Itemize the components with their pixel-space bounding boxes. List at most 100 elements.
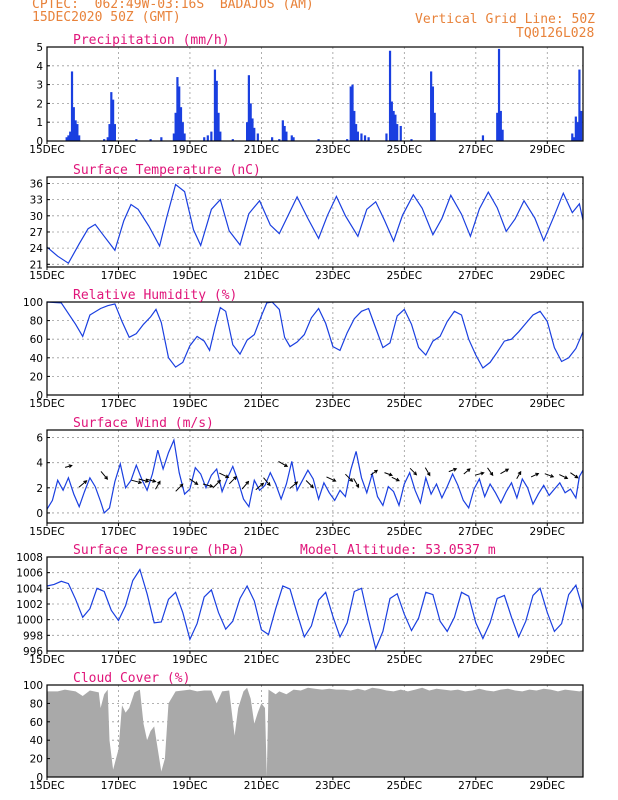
temperature-ytick-label: 24 [30,243,44,255]
temperature-xtick-label: 27DEC [458,270,493,282]
wind-arrow [500,468,510,475]
precip-bar [496,112,499,141]
precipitation-ytick-label: 2 [36,98,43,110]
precip-bar [249,103,252,141]
wind-arrow [487,467,494,477]
temperature-xtick-label: 19DEC [172,270,207,282]
wind-arrow [391,476,400,482]
precip-bar [392,110,395,141]
wind-xtick-label: 19DEC [172,526,207,538]
temperature-line [46,183,584,265]
temperature-ytick-label: 27 [30,227,43,239]
humidity-xtick-label: 27DEC [458,398,493,410]
temperature-panel: 21 24 27 30 33 36 15DEC 17DEC 19DEC 21DEC 23DEC 25D… [29,163,584,282]
precip-bar [179,107,183,141]
precip-bar [113,124,116,141]
wind-arrow [409,467,418,476]
precip-bar [112,99,115,141]
precip-bar [213,69,217,141]
wind-ytick-label: 4 [36,458,43,470]
precip-bar [360,133,363,141]
precip-bar [174,112,177,141]
humidity-xtick-label: 15DEC [29,398,64,410]
precip-bar [231,139,234,141]
wind-arrow [64,464,73,469]
header-model-code: TQ0126L028 [516,26,595,41]
humidity-panel: 0 20 40 60 80 100 15DEC 17DEC 19DEC 21DEC 23DEC 25D… [23,288,584,410]
pressure-panel: 996 998 1000 1002 1004 1006 1008 15DEC 17DEC 19DE… [16,543,584,666]
humidity-title: Relative Humidity (%) [73,288,237,303]
cloud-cover-area [47,687,583,777]
pressure-xtick-label: 17DEC [101,654,136,666]
precip-bar [203,137,206,141]
wind-arrow [278,460,289,467]
temperature-xtick-label: 29DEC [530,270,565,282]
precip-bar [217,112,220,141]
temperature-frame [46,176,584,268]
temperature-xtick-label: 25DEC [387,270,422,282]
precipitation-ytick-label: 5 [36,42,43,54]
cloud-cover-ytick-label: 80 [30,698,43,710]
precip-bar [206,135,209,141]
precipitation-xtick-label: 25DEC [387,144,422,156]
cloud-cover-ytick-label: 100 [23,680,43,692]
temperature-xtick-label: 15DEC [29,270,64,282]
wind-arrow [78,480,88,488]
pressure-xtick-label: 15DEC [29,654,64,666]
precipitation-ytick-label: 3 [36,80,43,92]
wind-xtick-label: 27DEC [458,526,493,538]
pressure-line [46,568,584,651]
wind-arrow [448,467,458,473]
precipitation-xtick-label: 29DEC [530,144,565,156]
pressure-ytick-label: 1000 [16,615,43,627]
precip-bar [215,80,218,141]
cloud-cover-ytick-label: 60 [30,717,43,729]
precipitation-xtick-label: 27DEC [458,144,493,156]
wind-title: Surface Wind (m/s) [73,416,214,431]
precip-bar [354,124,358,141]
wind-xtick-label: 25DEC [387,526,422,538]
precipitation-title: Precipitation (mm/h) [73,33,230,48]
temperature-xtick-label: 17DEC [101,270,136,282]
header-station: CPTEC: 062:49W-03:16S BADAJOS (AM) [32,0,314,12]
pressure-ytick-label: 1004 [16,583,43,595]
temperature-ytick-label: 21 [30,259,43,271]
wind-arrow [463,468,471,475]
precipitation-ytick-label: 1 [36,117,43,129]
header-grid-note: Vertical Grid Line: 50Z [415,12,596,27]
precip-bar [351,84,354,141]
precip-bar [108,124,111,141]
precip-bar [290,135,293,141]
wind-arrow [353,478,360,489]
precip-bar [580,110,583,141]
pressure-annotation: Model Altitude: 53.0537 m [300,543,496,558]
precip-bar [246,122,249,141]
precip-bar [367,137,370,141]
cloud-cover-xtick-label: 27DEC [458,780,493,792]
wind-arrow [305,480,314,489]
precip-bar [219,131,222,141]
wind-arrow [100,471,109,480]
humidity-line [46,301,584,369]
wind-panel: 0 2 4 6 15DEC 17DEC 19DEC 21DEC 23DEC 25DEC 27DEC 2… [29,416,584,538]
pressure-ytick-label: 1006 [16,568,43,580]
wind-arrow [530,472,540,478]
humidity-xtick-label: 17DEC [101,398,136,410]
precip-bar [210,131,213,141]
cloud-cover-frame [46,684,584,778]
pressure-title: Surface Pressure (hPa) [73,543,245,558]
wind-arrow [138,478,150,483]
precip-bar [176,77,179,141]
precip-bar [356,131,359,141]
precip-bar [78,135,81,141]
precip-bar [431,86,435,141]
precip-bar [292,137,295,141]
wind-arrow [384,472,393,477]
wind-xtick-label: 23DEC [315,526,350,538]
precip-bar [70,71,74,141]
pressure-xtick-label: 29DEC [530,654,565,666]
precip-bar [363,135,367,141]
pressure-xtick-label: 23DEC [315,654,350,666]
precip-bar [149,139,152,141]
precip-bar [410,139,413,141]
